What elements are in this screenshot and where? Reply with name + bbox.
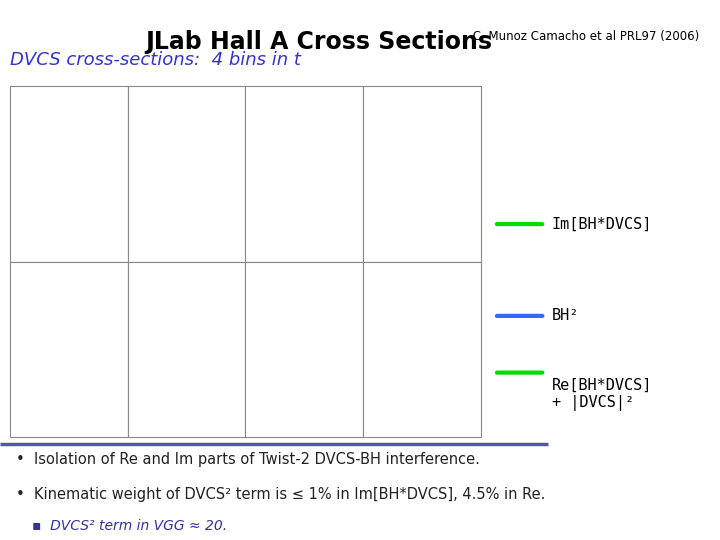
Text: Re[BH*DVCS]
+ |DVCS|²: Re[BH*DVCS] + |DVCS|² <box>552 377 652 411</box>
FancyBboxPatch shape <box>9 262 127 437</box>
FancyBboxPatch shape <box>127 262 246 437</box>
FancyBboxPatch shape <box>127 86 246 262</box>
FancyBboxPatch shape <box>9 86 127 262</box>
FancyBboxPatch shape <box>246 262 364 437</box>
Text: •  Isolation of Re and Im parts of Twist-2 DVCS-BH interference.: • Isolation of Re and Im parts of Twist-… <box>16 452 480 467</box>
Text: ▪  DVCS² term in VGG ≈ 20.: ▪ DVCS² term in VGG ≈ 20. <box>32 519 227 534</box>
Text: BH²: BH² <box>552 308 579 323</box>
Text: •  Kinematic weight of DVCS² term is ≤ 1% in Im[BH*DVCS], 4.5% in Re.: • Kinematic weight of DVCS² term is ≤ 1%… <box>16 487 545 502</box>
Text: Im[BH*DVCS]: Im[BH*DVCS] <box>552 217 652 232</box>
FancyBboxPatch shape <box>9 86 482 437</box>
FancyBboxPatch shape <box>364 86 482 262</box>
FancyBboxPatch shape <box>246 86 364 262</box>
FancyBboxPatch shape <box>364 262 482 437</box>
Text: JLab Hall A Cross Sections: JLab Hall A Cross Sections <box>145 30 492 53</box>
Text: DVCS cross-sections:  4 bins in t: DVCS cross-sections: 4 bins in t <box>9 51 300 69</box>
Text: C. Munoz Camacho et al PRL97 (2006): C. Munoz Camacho et al PRL97 (2006) <box>469 30 699 43</box>
